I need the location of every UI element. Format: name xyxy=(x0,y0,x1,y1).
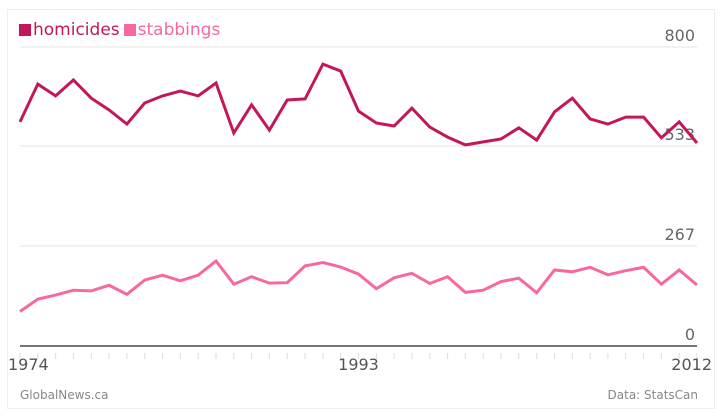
y-tick-label: 0 xyxy=(685,325,695,344)
y-tick-label: 800 xyxy=(664,26,695,45)
x-tick-label: 1974 xyxy=(8,355,49,374)
legend-swatch-icon xyxy=(123,24,136,36)
chart-frame xyxy=(7,9,715,409)
x-tick-label: 2012 xyxy=(671,355,712,374)
source-credit: GlobalNews.ca xyxy=(20,388,109,402)
series-line-stabbings xyxy=(19,258,698,313)
legend-label: homicides xyxy=(33,20,120,40)
legend-item-homicides: homicides xyxy=(19,20,120,40)
series-line-homicides xyxy=(18,62,699,147)
y-tick-label: 267 xyxy=(664,225,695,244)
legend-swatch-icon xyxy=(19,24,31,36)
legend-label: stabbings xyxy=(137,20,221,40)
x-tick-label: 1993 xyxy=(338,355,379,374)
legend-item-stabbings: stabbings xyxy=(123,20,221,40)
data-source: Data: StatsCan xyxy=(607,388,698,402)
legend: homicides stabbings xyxy=(19,20,220,40)
